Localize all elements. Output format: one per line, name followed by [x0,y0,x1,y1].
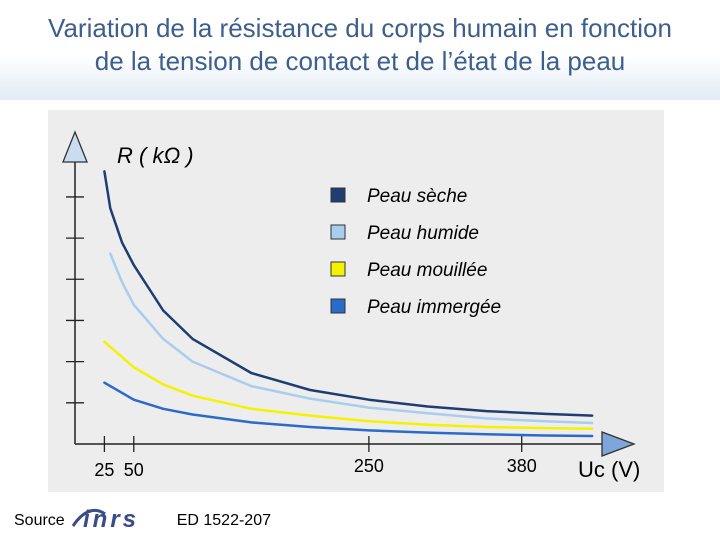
legend: Peau sèche Peau humide Peau mouillée Peau i… [330,186,501,318]
x-axis-label: Uc (V) [578,457,640,482]
series-line [109,252,594,425]
legend-label: Peau mouillée [367,260,487,281]
series-line [103,340,594,430]
inrs-logo: inrs [71,506,167,537]
x-tick-label: 25 [94,460,114,480]
y-axis-arrow [62,130,88,163]
x-tick-label: 50 [124,460,144,480]
y-axis-label: R ( kΩ ) [117,143,194,168]
y-ticks [66,196,84,404]
x-tick-label: 380 [507,456,537,476]
legend-swatch [330,187,346,203]
legend-swatch [330,298,346,314]
footer: Source inrs ED 1522-207 [14,506,271,537]
reference-code: ED 1522-207 [176,512,271,529]
legend-swatch [330,261,346,277]
series-line [103,170,594,417]
svg-text:inrs: inrs [83,506,139,532]
legend-label: Peau sèche [367,186,467,207]
title-line-2: de la tension de contact et de l’état de… [94,46,626,76]
legend-swatch [330,224,346,240]
title-line-1: Variation de la résistance du corps huma… [48,13,672,43]
legend-label: Peau humide [367,223,479,244]
x-ticks: 25 50 250 380 [94,436,537,480]
series-line [103,381,594,438]
title-band [0,0,720,100]
x-axis-arrow [601,431,636,457]
legend-label: Peau immergée [367,297,501,318]
series-lines [103,170,594,438]
page-title: Variation de la résistance du corps huma… [0,12,720,78]
source-label: Source [14,512,65,529]
x-tick-label: 250 [354,456,384,476]
